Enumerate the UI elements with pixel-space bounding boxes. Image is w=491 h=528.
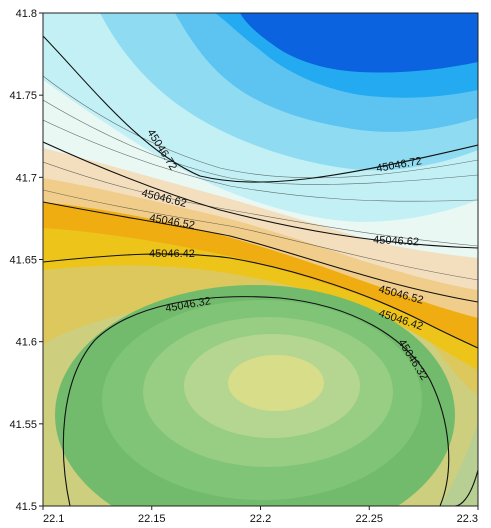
minor-contour (43, 189, 478, 281)
x-axis: 22.1 22.15 22.2 22.25 22.3 (42, 506, 479, 525)
basin-ring-4 (228, 355, 324, 411)
y-tick-label: 41.65 (9, 255, 37, 267)
contour-62 (43, 141, 478, 249)
contour-label-42-left: 45046.42 (149, 248, 195, 260)
x-tick-label: 22.2 (250, 513, 271, 525)
y-tick-label: 41.75 (9, 90, 37, 102)
minor-contours (43, 75, 478, 281)
y-tick-label: 41.7 (16, 172, 37, 184)
x-tick-label: 22.15 (138, 513, 166, 525)
y-tick-label: 41.5 (16, 501, 37, 513)
y-tick-label: 41.55 (9, 419, 37, 431)
plot-area (43, 13, 478, 506)
minor-contour (43, 161, 478, 247)
y-tick-label: 41.8 (16, 8, 37, 20)
minor-contour (43, 119, 478, 202)
y-axis: 41.5 41.55 41.6 41.65 41.7 41.75 41.8 (9, 8, 43, 513)
contour-label-62-right: 45046.62 (373, 234, 419, 248)
x-tick-label: 22.3 (457, 513, 478, 525)
contour-42 (43, 253, 478, 349)
x-tick-label: 22.25 (355, 513, 383, 525)
contour-72 (43, 35, 478, 183)
band-deep-blue (232, 13, 478, 73)
contour-52 (43, 201, 478, 303)
minor-contour (43, 99, 478, 185)
minor-contour (43, 75, 478, 179)
x-tick-label: 22.1 (43, 513, 64, 525)
y-tick-label: 41.6 (16, 337, 37, 349)
